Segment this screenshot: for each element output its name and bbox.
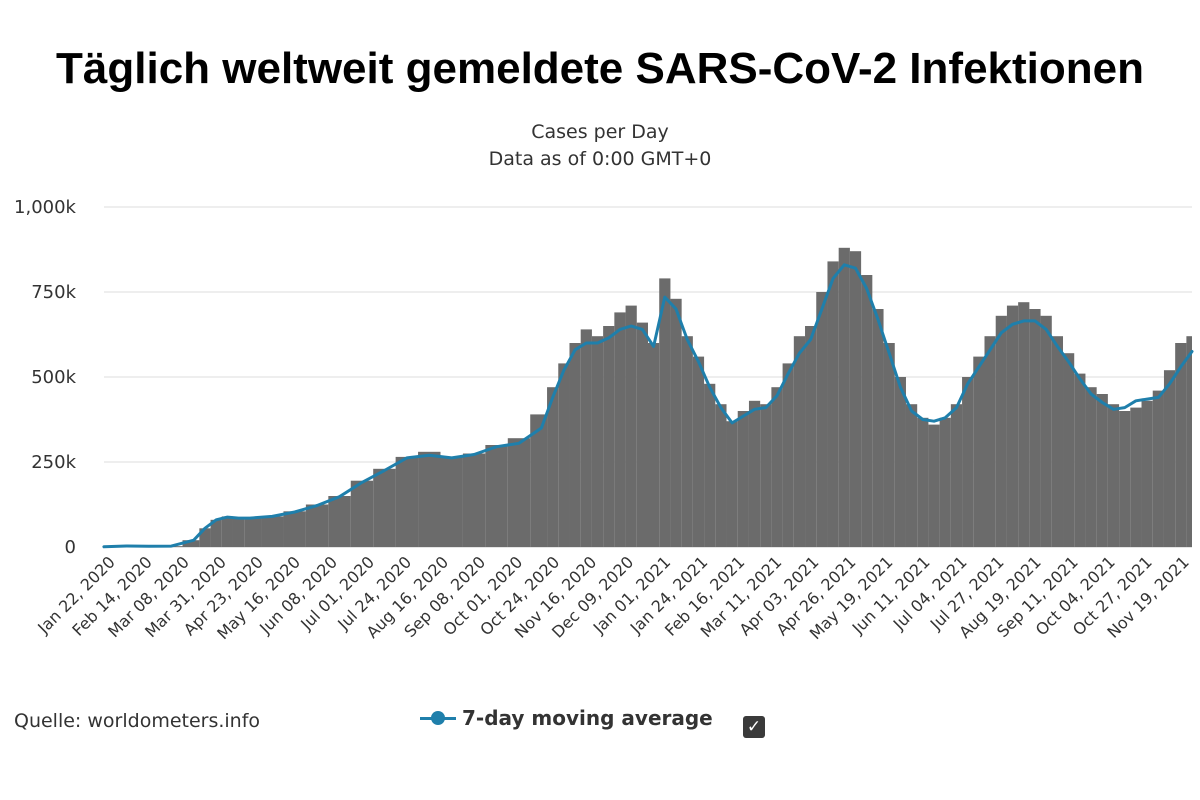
bar (1018, 302, 1030, 547)
bar (373, 468, 396, 547)
bar (737, 411, 749, 547)
bar (1130, 407, 1142, 547)
bar (1175, 343, 1187, 547)
bar (1096, 394, 1108, 547)
bar (395, 456, 419, 547)
bar (962, 377, 974, 547)
bar (793, 336, 806, 547)
legend-item-moving-average[interactable]: 7-day moving average (420, 706, 713, 730)
y-tick-label: 1,000k (14, 197, 77, 218)
page-title: Täglich weltweit gemeldete SARS-CoV-2 In… (56, 44, 1144, 93)
bar (670, 298, 682, 547)
bar (838, 247, 850, 548)
bar (283, 511, 306, 547)
bar (350, 480, 374, 547)
bar (1107, 404, 1120, 547)
bar (905, 404, 918, 547)
bar (1040, 315, 1052, 547)
bar (816, 292, 828, 547)
bar (1063, 353, 1075, 547)
bar (1152, 390, 1164, 547)
bar (261, 516, 284, 547)
bar (894, 377, 906, 547)
bar (530, 414, 548, 547)
bar (771, 387, 783, 547)
bar (210, 519, 222, 547)
bar (547, 387, 559, 547)
y-tick-label: 500k (31, 367, 76, 388)
bar (328, 496, 351, 547)
bar (950, 404, 963, 547)
bar (704, 383, 716, 547)
legend-line-marker-icon (420, 706, 456, 730)
bar (569, 343, 581, 547)
bar (1119, 411, 1131, 547)
bar (244, 518, 262, 547)
bar (591, 336, 604, 547)
bar (614, 312, 626, 547)
bar (849, 251, 862, 547)
y-tick-label: 0 (65, 537, 76, 558)
bar (440, 456, 463, 547)
y-tick-label: 250k (31, 452, 76, 473)
bar (715, 404, 727, 547)
bar (182, 540, 200, 547)
bar (760, 404, 772, 547)
legend-label: 7-day moving average (462, 706, 713, 730)
bar (1006, 305, 1019, 547)
bar (681, 336, 693, 547)
bar (221, 516, 233, 547)
bar (883, 343, 895, 547)
bar (1085, 387, 1097, 547)
bar (485, 445, 508, 547)
bar (726, 421, 738, 547)
bar (827, 261, 839, 547)
chart-subtitle: Data as of 0:00 GMT+0 (488, 148, 712, 170)
bar (507, 438, 531, 547)
bar (603, 326, 615, 547)
bar (692, 356, 705, 547)
bar (659, 278, 671, 547)
bar (1029, 309, 1041, 547)
bar (928, 424, 940, 547)
bar (625, 305, 637, 547)
moving-average-checkbox[interactable]: ✓ (743, 716, 765, 738)
bar (558, 363, 570, 547)
bar (1051, 336, 1064, 547)
bar (782, 363, 794, 547)
bar (232, 518, 245, 547)
bar (939, 417, 951, 547)
bar (462, 453, 486, 547)
bar (418, 451, 441, 547)
bar (973, 356, 985, 547)
bar (995, 315, 1007, 547)
bar (305, 504, 329, 547)
y-tick-label: 750k (31, 282, 76, 303)
bar (917, 417, 929, 547)
bar (748, 400, 761, 547)
bar (636, 322, 648, 547)
bar (1141, 400, 1153, 547)
chart-title: Cases per Day (531, 121, 669, 143)
bar (872, 309, 884, 547)
bar (861, 275, 873, 547)
bar (580, 329, 592, 547)
moving-average-line (102, 263, 1194, 549)
bar (1186, 336, 1192, 547)
bar (1163, 370, 1176, 547)
bar (984, 336, 996, 547)
bar (199, 528, 211, 547)
bar (1074, 373, 1086, 547)
bar (648, 343, 660, 547)
bar (805, 326, 817, 547)
source-note: Quelle: worldometers.info (14, 710, 261, 732)
